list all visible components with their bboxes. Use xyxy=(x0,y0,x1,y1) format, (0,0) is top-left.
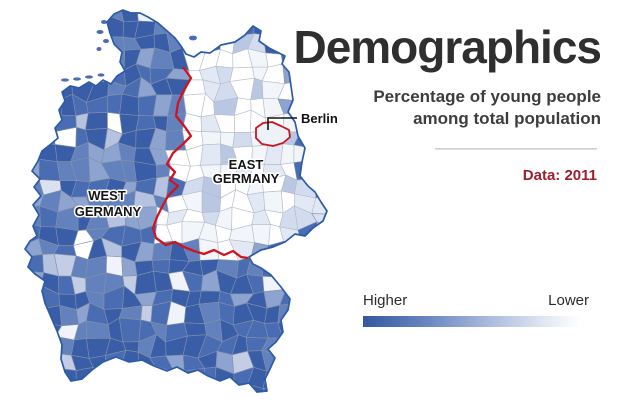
map-outside-mask xyxy=(0,0,360,415)
divider-line xyxy=(435,148,597,150)
district-cell xyxy=(38,158,61,182)
national-border-line xyxy=(24,9,328,393)
berlin-outline xyxy=(255,121,291,147)
district-cell xyxy=(264,304,281,324)
district-cell xyxy=(251,224,271,246)
germany-map: WEST GERMANY EAST GERMANY Berlin xyxy=(0,0,360,415)
west-germany-label-line1: WEST xyxy=(88,188,126,203)
district-cell xyxy=(280,143,295,165)
east-germany-label-line2: GERMANY xyxy=(213,171,280,186)
west-germany-label-line2: GERMANY xyxy=(75,204,142,219)
district-cell xyxy=(232,132,253,148)
district-cell xyxy=(200,143,222,166)
legend-gradient-bar xyxy=(363,316,589,327)
legend-labels: Higher Lower xyxy=(363,292,589,309)
district-cell xyxy=(263,190,284,214)
berlin-pointer-line xyxy=(267,117,297,130)
district-cell xyxy=(85,112,108,131)
district-cell xyxy=(118,317,142,343)
legend-higher-label: Higher xyxy=(363,292,408,309)
district-cell xyxy=(119,93,140,116)
legend-lower-label: Lower xyxy=(548,292,589,309)
page-title: Demographics xyxy=(293,21,602,73)
subtitle-line1: Percentage of young people xyxy=(373,87,601,106)
subtitle-line2: among total population xyxy=(413,109,601,129)
former-east-west-border-line xyxy=(151,66,249,260)
page-subtitle: Percentage of young people among total p… xyxy=(373,86,601,131)
data-source-note: Data: 2011 xyxy=(522,167,597,184)
east-germany-label-line1: EAST xyxy=(229,157,264,172)
berlin-label: Berlin xyxy=(301,111,338,126)
district-cell xyxy=(198,238,220,261)
district-cell xyxy=(201,131,222,146)
district-cell xyxy=(140,305,153,323)
district-cell xyxy=(183,322,207,337)
coastal-islands xyxy=(61,20,197,82)
legend: Higher Lower xyxy=(363,292,589,327)
